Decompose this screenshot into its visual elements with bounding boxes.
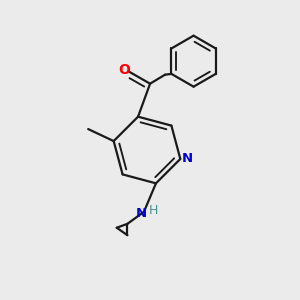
- Text: O: O: [118, 63, 130, 77]
- Text: H: H: [149, 204, 158, 218]
- Text: N: N: [136, 206, 147, 220]
- Text: N: N: [182, 152, 193, 165]
